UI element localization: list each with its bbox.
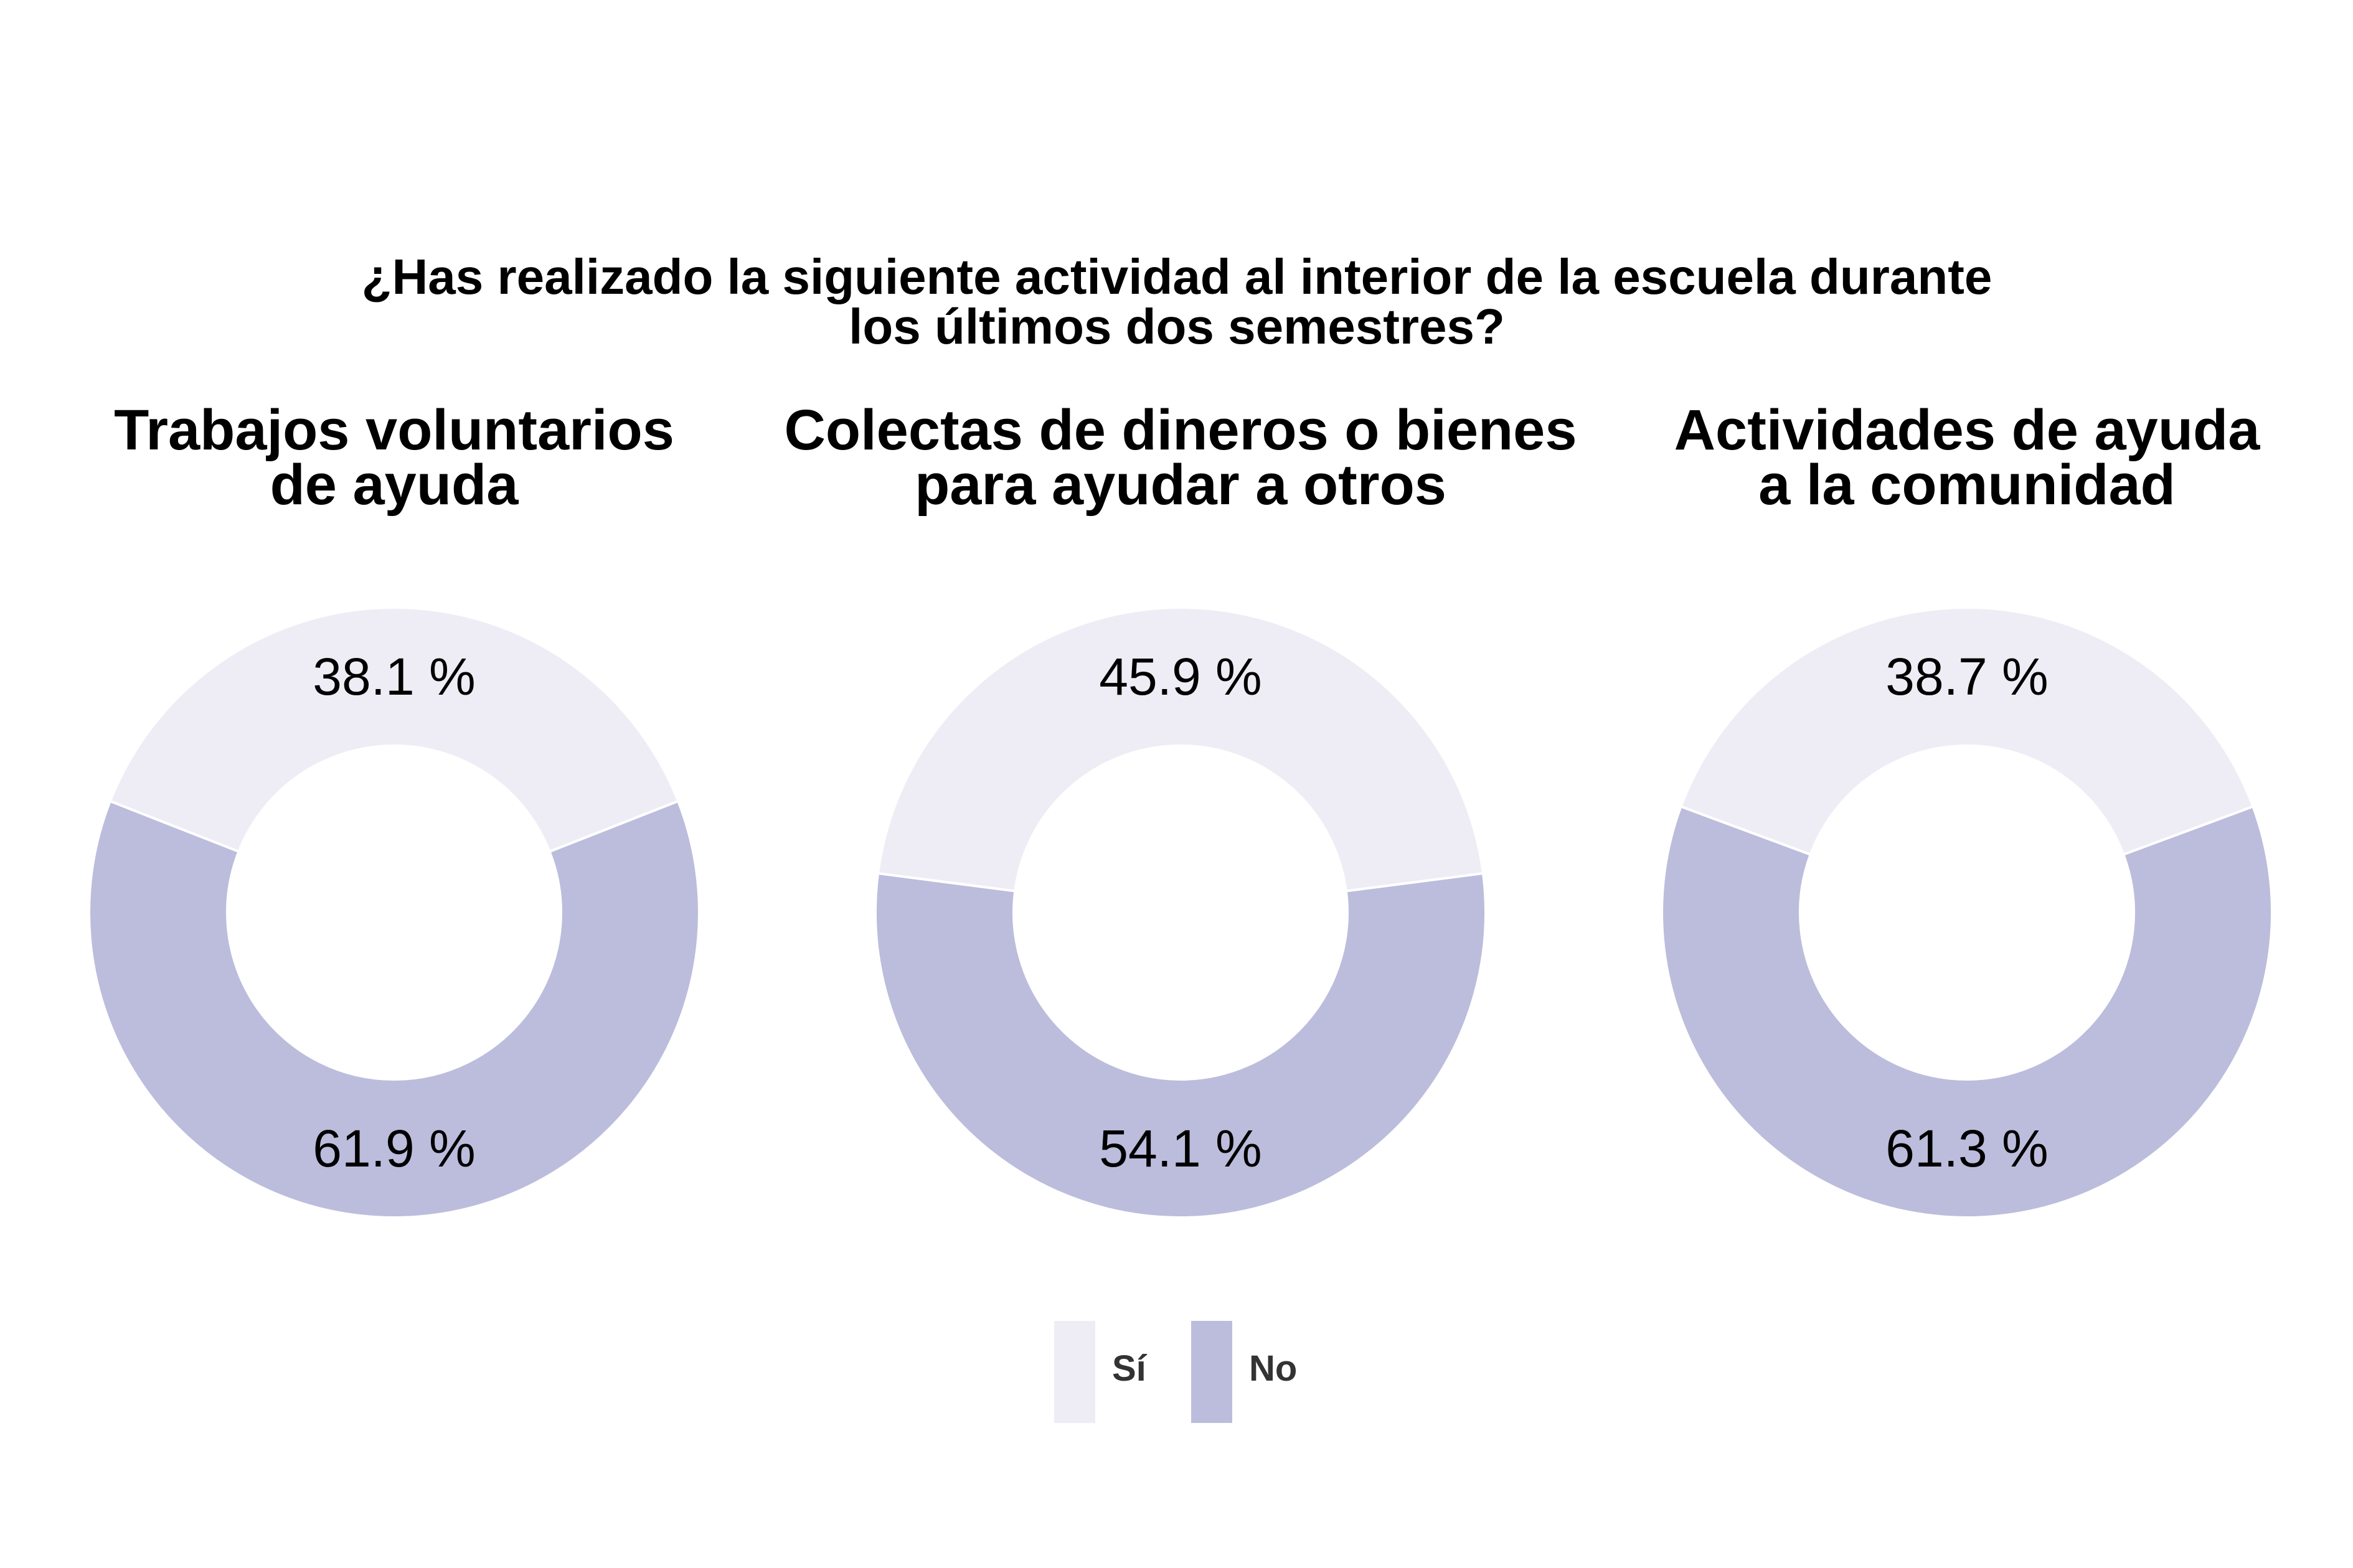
- panel-3-slice-no: [1661, 805, 2273, 1219]
- panel-2-slice-no: [874, 871, 1487, 1219]
- legend-label-no: No: [1249, 1348, 1297, 1389]
- legend-swatch-si: [1054, 1321, 1095, 1423]
- main-title-line-2: los últimos dos semestres?: [849, 299, 1505, 354]
- panel-3-label-si: 38.7 %: [1885, 647, 2049, 706]
- panel-1-label-no: 61.9 %: [313, 1119, 476, 1178]
- panel-2-label-no: 54.1 %: [1099, 1119, 1262, 1178]
- panel-3-slice-si: [1679, 606, 2255, 857]
- panel-3-label-no: 61.3 %: [1885, 1119, 2049, 1178]
- panel-1-slice-si: [108, 606, 680, 853]
- legend-swatch-no: [1191, 1321, 1232, 1423]
- main-title-line-1: ¿Has realizado la siguiente actividad al…: [362, 249, 1992, 304]
- panel-1-slice-no: [87, 799, 700, 1219]
- panel-3-title-line-1: Actividades de ayuda: [1674, 398, 2261, 462]
- panel-2-title-line-1: Colectas de dineros o bienes: [784, 398, 1577, 462]
- legend-label-si: Sí: [1112, 1348, 1148, 1389]
- panel-3-title-line-2: a la comunidad: [1758, 453, 2176, 517]
- panel-1-label-si: 38.1 %: [313, 647, 476, 706]
- panel-1-title-line-2: de ayuda: [270, 453, 519, 517]
- panel-2-label-si: 45.9 %: [1099, 647, 1262, 706]
- panel-1-title-line-1: Trabajos voluntarios: [114, 398, 674, 462]
- panel-2-slice-si: [876, 606, 1485, 893]
- panel-2-title-line-2: para ayudar a otros: [915, 453, 1446, 517]
- legend: Sí No: [1054, 1321, 1297, 1423]
